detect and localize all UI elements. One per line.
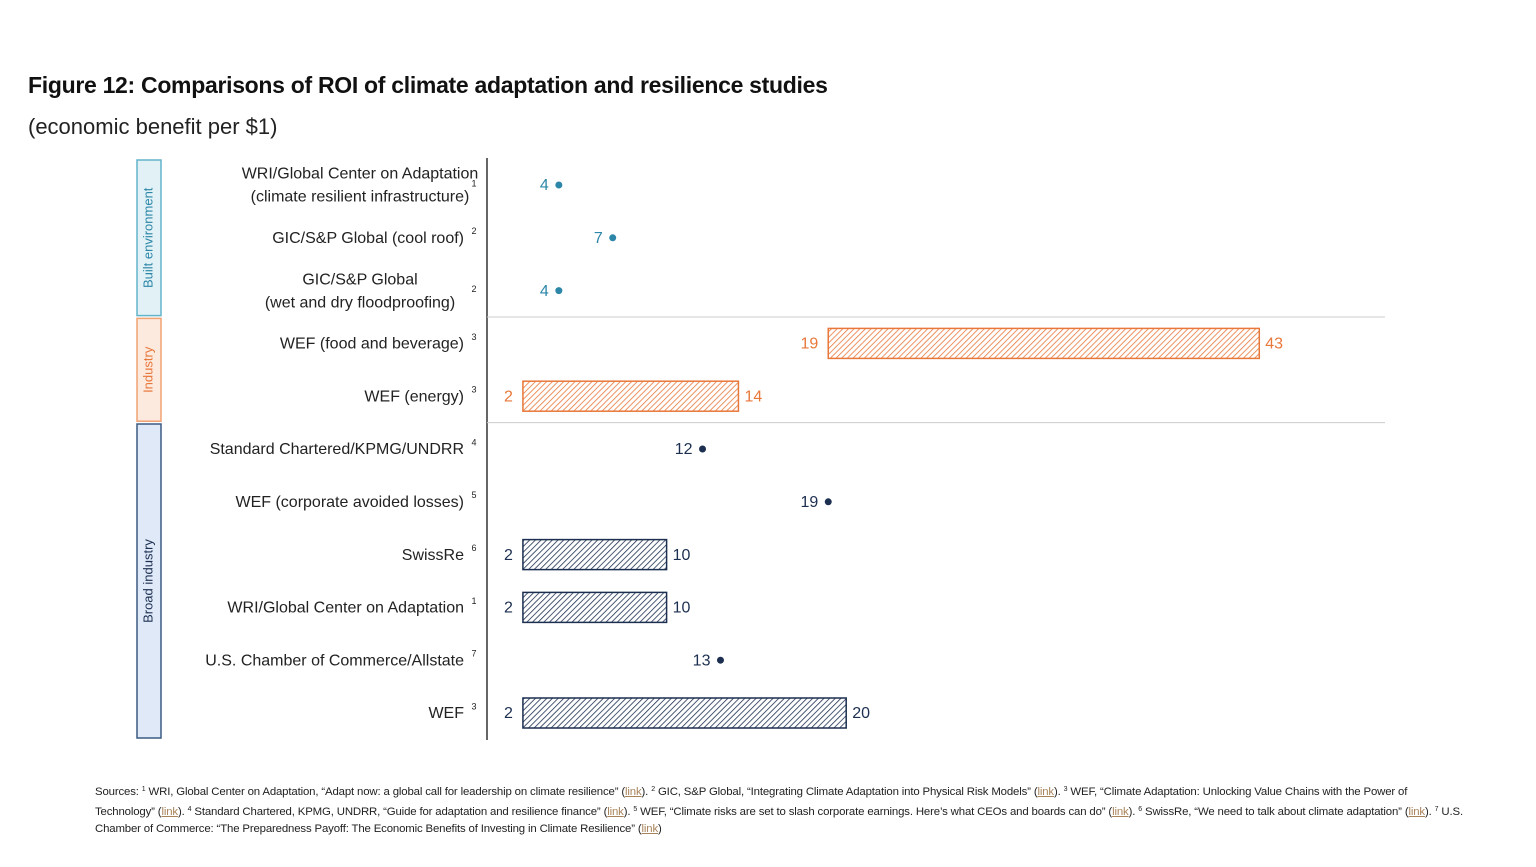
dot <box>555 181 563 189</box>
dot <box>716 656 724 664</box>
row-label: GIC/S&P Global <box>302 271 417 288</box>
high-label: 43 <box>1265 336 1283 353</box>
source-text: WRI, Global Center on Adaptation, “Adapt… <box>148 786 626 798</box>
row-label: WEF (energy) <box>364 388 464 405</box>
source-note: 4 <box>187 806 192 813</box>
source-link[interactable]: link <box>625 786 642 798</box>
source-link[interactable]: link <box>641 823 659 835</box>
row-label: SwissRe <box>402 547 464 564</box>
row-note: 3 <box>471 701 476 711</box>
source-text: SwissRe, “We need to talk about climate … <box>1145 806 1409 818</box>
row-label: Standard Chartered/KPMG/UNDRR <box>210 441 464 458</box>
value-label: 13 <box>693 652 711 669</box>
row-label: WRI/Global Center on Adaptation <box>227 600 464 617</box>
source-note: 3 <box>1063 786 1068 793</box>
source-text: WEF, “Climate Adaptation: Unlocking Valu… <box>95 786 1408 818</box>
low-label: 2 <box>504 705 513 722</box>
source-end: ). <box>177 806 185 818</box>
row-label: GIC/S&P Global (cool roof) <box>272 230 464 247</box>
row-note: 3 <box>471 332 476 342</box>
high-label: 14 <box>744 388 762 405</box>
range-bar <box>522 591 668 624</box>
source-text: GIC, S&P Global, “Integrating Climate Ad… <box>657 786 1038 798</box>
source-end: ). <box>1053 786 1061 798</box>
group-box <box>136 423 162 739</box>
row-note: 4 <box>471 437 476 447</box>
high-label: 20 <box>852 705 870 722</box>
chart-subtitle: (economic benefit per $1) <box>28 114 278 139</box>
dot <box>699 445 707 453</box>
source-note: 5 <box>633 806 638 813</box>
row-note: 3 <box>471 385 476 395</box>
range-bar <box>522 697 847 729</box>
source-note: 6 <box>1138 806 1142 813</box>
value-label: 19 <box>800 494 818 511</box>
range-bar <box>522 538 668 571</box>
dot <box>824 498 832 506</box>
low-label: 2 <box>504 388 513 405</box>
source-end: ). <box>641 786 649 798</box>
group-label: Built environment <box>140 187 155 288</box>
group-box <box>136 159 162 317</box>
group-box <box>136 317 162 422</box>
high-label: 10 <box>673 547 691 564</box>
source-end: ). <box>623 806 631 818</box>
source-link[interactable]: link <box>1112 806 1129 818</box>
source-end: ). <box>1128 806 1136 818</box>
high-label: 10 <box>673 600 691 617</box>
source-note: 7 <box>1434 806 1439 813</box>
sources: Sources: 1 WRI, Global Center on Adaptat… <box>95 781 1465 838</box>
value-label: 12 <box>675 441 693 458</box>
source-text: WEF, “Climate risks are set to slash cor… <box>640 806 1113 818</box>
low-label: 2 <box>504 600 513 617</box>
row-note: 5 <box>471 490 476 500</box>
value-label: 4 <box>540 283 549 300</box>
source-note: 1 <box>141 786 146 793</box>
row-label: WEF (food and beverage) <box>280 336 464 353</box>
row-note: 7 <box>471 649 476 659</box>
source-link[interactable]: link <box>1408 806 1425 818</box>
source-link[interactable]: link <box>161 806 178 818</box>
row-note: 6 <box>471 543 476 553</box>
row-label: WEF (corporate avoided losses) <box>235 494 464 511</box>
source-end: ) <box>658 823 662 835</box>
source-note: 2 <box>651 786 655 793</box>
source-link[interactable]: link <box>607 806 624 818</box>
dot <box>609 234 617 242</box>
row-label: WRI/Global Center on Adaptation <box>242 166 479 183</box>
low-label: 2 <box>504 547 513 564</box>
row-label: (wet and dry floodproofing) <box>265 294 455 311</box>
source-text: Standard Chartered, KPMG, UNDRR, “Guide … <box>194 806 608 818</box>
row-note: 1 <box>471 596 476 606</box>
chart-title: Figure 12: Comparisons of ROI of climate… <box>28 72 828 98</box>
source-text: U.S. Chamber of Commerce: “The Preparedn… <box>95 806 1463 835</box>
sources-label: Sources: <box>95 786 139 798</box>
row-note: 2 <box>471 226 476 236</box>
group-label: Industry <box>140 346 155 393</box>
row-note: 2 <box>471 284 476 294</box>
value-label: 4 <box>540 177 549 194</box>
source-end: ). <box>1424 806 1432 818</box>
row-label: WEF <box>428 705 464 722</box>
source-link[interactable]: link <box>1037 786 1054 798</box>
dot <box>555 287 563 295</box>
range-bar <box>522 380 740 412</box>
range-bar <box>827 327 1261 360</box>
chart: Built environment WRI/Global Center on Ad… <box>136 158 1385 740</box>
group-label: Broad industry <box>140 539 155 623</box>
low-label: 19 <box>800 336 818 353</box>
row-label: (climate resilient infrastructure) <box>251 189 470 206</box>
value-label: 7 <box>594 230 603 247</box>
row-note: 1 <box>471 178 476 188</box>
row-label: U.S. Chamber of Commerce/Allstate <box>205 652 464 669</box>
